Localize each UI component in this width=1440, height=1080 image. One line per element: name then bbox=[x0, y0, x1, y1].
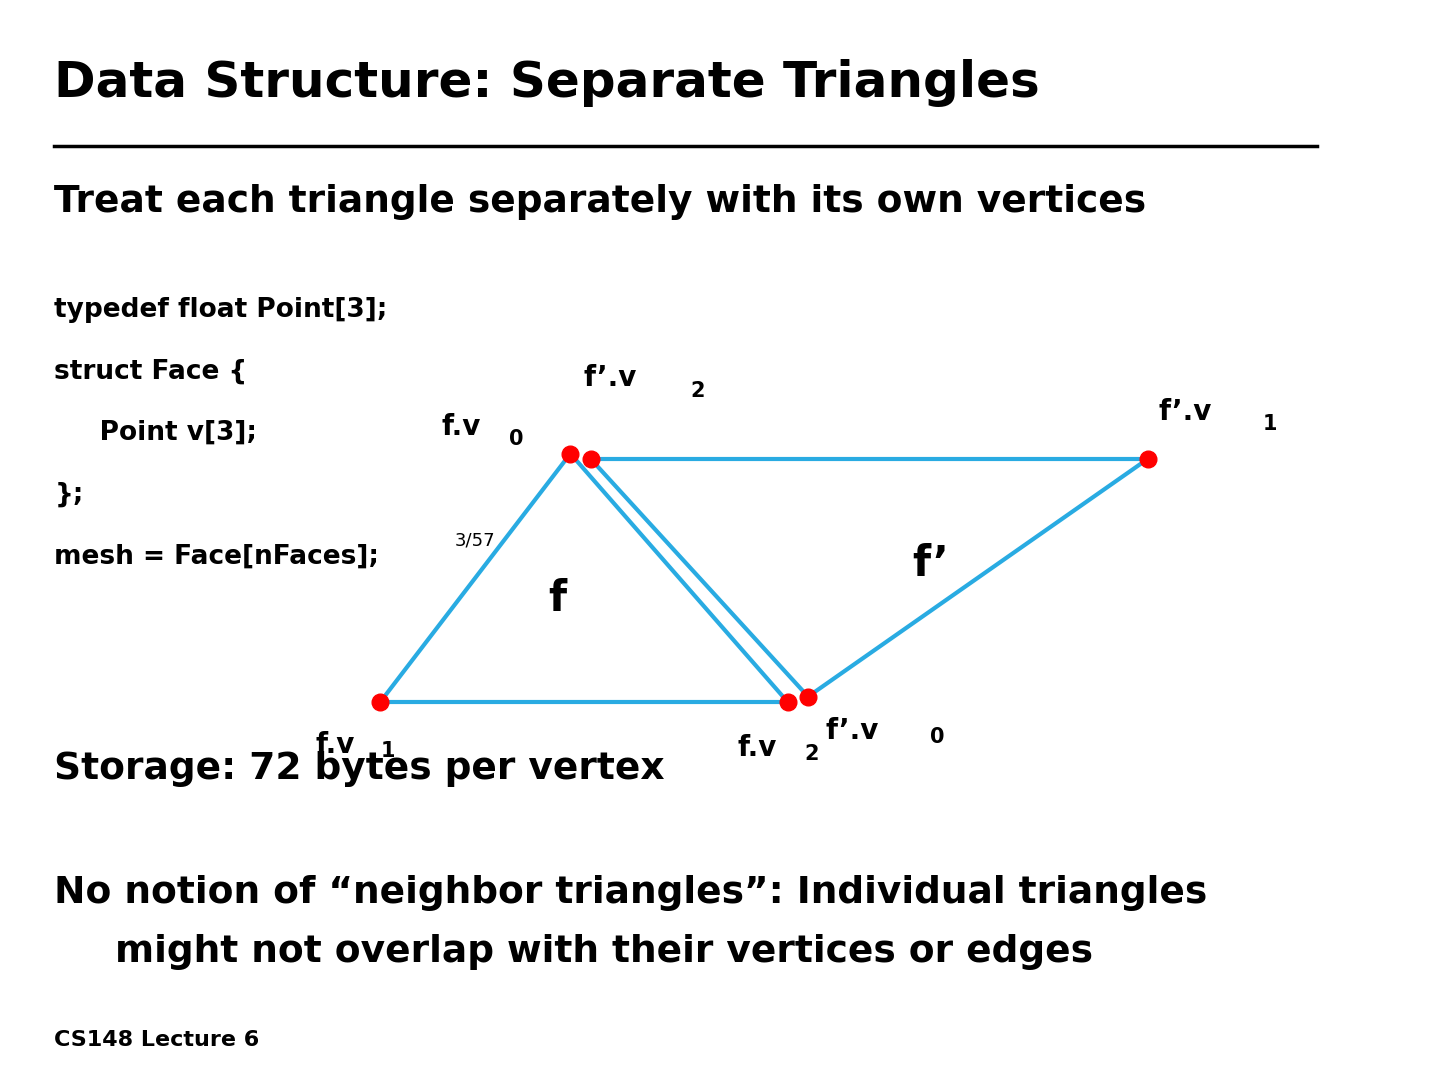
Text: f.v: f.v bbox=[315, 731, 354, 759]
Text: f’: f’ bbox=[912, 543, 949, 584]
Text: f.v: f.v bbox=[442, 413, 481, 441]
Text: typedef float Point[3];: typedef float Point[3]; bbox=[55, 297, 387, 323]
Text: f’.v: f’.v bbox=[825, 717, 878, 745]
Text: 1: 1 bbox=[380, 741, 395, 761]
Text: 3/57: 3/57 bbox=[455, 531, 495, 550]
Text: Data Structure: Separate Triangles: Data Structure: Separate Triangles bbox=[55, 59, 1040, 107]
Text: };: }; bbox=[55, 482, 84, 508]
Text: 2: 2 bbox=[690, 380, 704, 401]
Text: struct Face {: struct Face { bbox=[55, 359, 248, 384]
Text: CS148 Lecture 6: CS148 Lecture 6 bbox=[55, 1029, 259, 1050]
Text: 0: 0 bbox=[510, 429, 524, 449]
Text: might not overlap with their vertices or edges: might not overlap with their vertices or… bbox=[115, 934, 1093, 970]
Text: 0: 0 bbox=[930, 727, 945, 747]
Text: f’.v: f’.v bbox=[1158, 397, 1212, 426]
Text: Point v[3];: Point v[3]; bbox=[55, 420, 258, 446]
Text: f: f bbox=[547, 579, 566, 620]
Text: f’.v: f’.v bbox=[585, 364, 638, 392]
Text: Storage: 72 bytes per vertex: Storage: 72 bytes per vertex bbox=[55, 751, 665, 786]
Text: No notion of “neighbor triangles”: Individual triangles: No notion of “neighbor triangles”: Indiv… bbox=[55, 875, 1208, 910]
Text: f.v: f.v bbox=[737, 734, 776, 762]
Text: mesh = Face[nFaces];: mesh = Face[nFaces]; bbox=[55, 543, 379, 569]
Text: 1: 1 bbox=[1263, 414, 1277, 434]
Text: 2: 2 bbox=[804, 744, 818, 765]
Text: Treat each triangle separately with its own vertices: Treat each triangle separately with its … bbox=[55, 184, 1146, 219]
